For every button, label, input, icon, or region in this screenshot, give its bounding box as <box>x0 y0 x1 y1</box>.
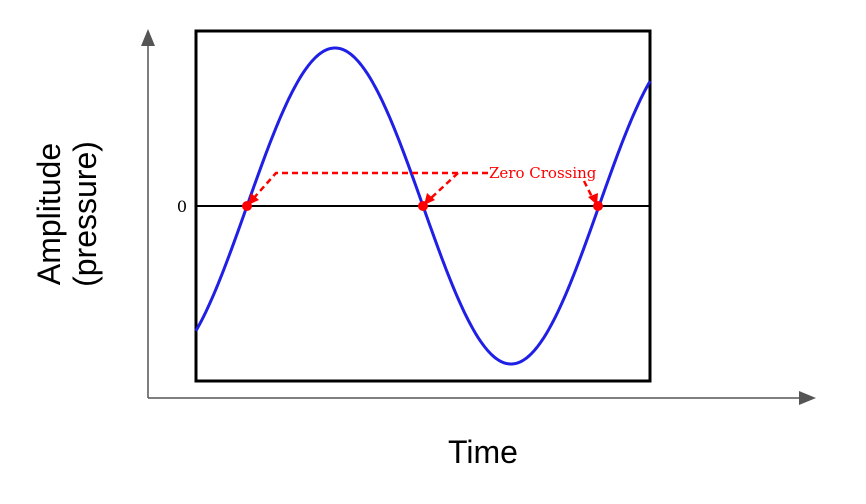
leader-line-3 <box>582 180 595 200</box>
leader-arrowhead-2 <box>424 193 435 205</box>
annotation-leaders <box>252 171 595 200</box>
leader-line-1 <box>429 171 488 200</box>
y-axis-title: Amplitude (pressure) <box>31 141 103 287</box>
y-axis-title-line1: Amplitude <box>31 143 67 285</box>
outer-axes <box>141 29 816 405</box>
zero-tick-label: 0 <box>177 197 187 216</box>
zero-crossing-points <box>242 201 603 211</box>
leader-arrowhead-1 <box>248 193 259 205</box>
zero-crossing-point <box>242 201 252 211</box>
zero-crossing-point <box>418 201 428 211</box>
y-axis-title-line2: (pressure) <box>67 141 103 287</box>
y-axis-arrowhead <box>141 29 155 46</box>
zero-crossing-point <box>593 201 603 211</box>
leader-line-2 <box>252 171 458 200</box>
x-axis-arrowhead <box>799 391 816 405</box>
annotation-label: Zero Crossing <box>489 164 597 182</box>
x-axis-title: Time <box>448 434 518 470</box>
